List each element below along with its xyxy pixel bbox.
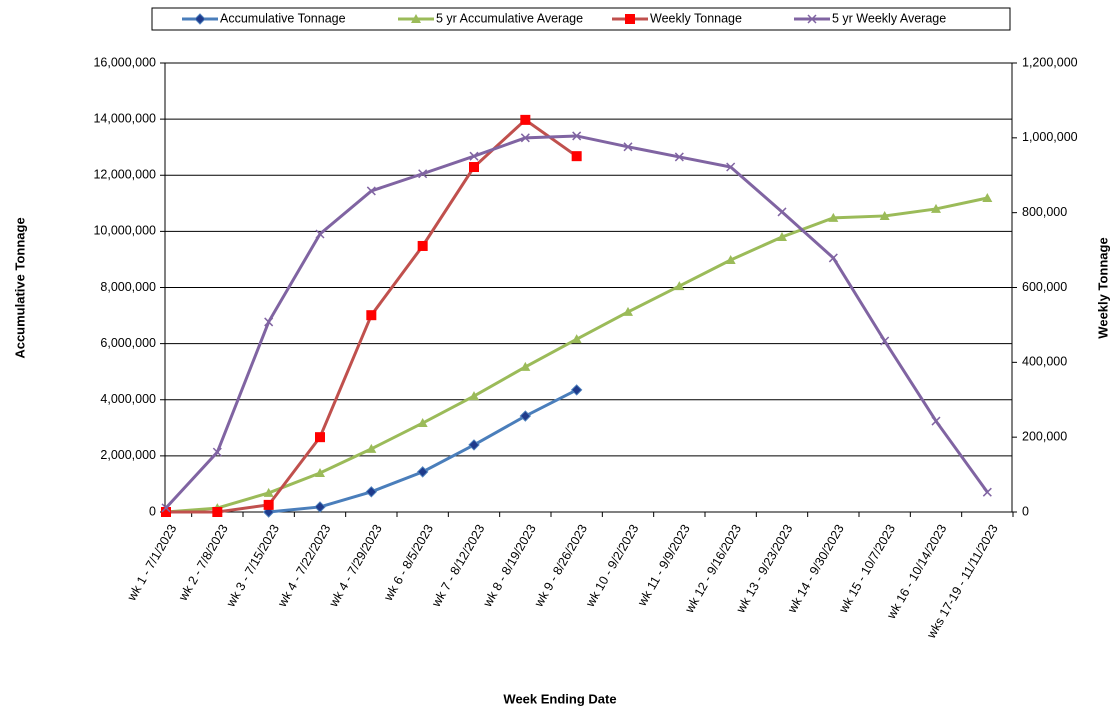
y-tick-label: 6,000,000 bbox=[100, 336, 156, 350]
y2-tick-label: 400,000 bbox=[1022, 355, 1067, 369]
marker bbox=[931, 203, 941, 213]
legend-label: 5 yr Accumulative Average bbox=[436, 11, 583, 25]
y-tick-label: 0 bbox=[149, 504, 156, 518]
marker bbox=[623, 306, 633, 316]
x-tick-label: wk 3 - 7/15/2023 bbox=[223, 522, 282, 610]
marker bbox=[315, 467, 325, 477]
y2-tick-label: 200,000 bbox=[1022, 429, 1067, 443]
x-axis-title: Week Ending Date bbox=[503, 691, 616, 706]
marker bbox=[366, 310, 377, 321]
marker bbox=[468, 439, 480, 451]
marker bbox=[520, 114, 531, 125]
x-tick-label: wk 14 - 9/30/2023 bbox=[784, 522, 846, 616]
marker bbox=[982, 192, 993, 202]
marker bbox=[674, 152, 684, 162]
y2-tick-label: 600,000 bbox=[1022, 280, 1067, 294]
marker bbox=[366, 443, 377, 453]
x-tick-label: wk 12 - 9/16/2023 bbox=[682, 522, 744, 616]
x-tick-label: wk 2 - 7/8/2023 bbox=[175, 522, 230, 604]
x-tick-label: wk 11 - 9/9/2023 bbox=[634, 522, 692, 609]
marker bbox=[982, 487, 992, 497]
x-tick-label: wk 10 - 9/2/2023 bbox=[583, 522, 642, 610]
marker bbox=[469, 162, 479, 173]
marker bbox=[674, 281, 685, 291]
marker bbox=[263, 487, 274, 497]
x-tick-label: wk 1 - 7/1/2023 bbox=[124, 522, 179, 604]
marker bbox=[570, 384, 583, 396]
marker bbox=[519, 410, 532, 422]
marker bbox=[828, 253, 838, 263]
legend-label: 5 yr Weekly Average bbox=[832, 11, 946, 25]
marker bbox=[572, 131, 582, 141]
y-tick-label: 2,000,000 bbox=[100, 448, 156, 462]
marker bbox=[520, 133, 530, 143]
marker bbox=[571, 151, 582, 162]
marker bbox=[315, 432, 325, 443]
marker bbox=[469, 391, 479, 401]
marker bbox=[625, 14, 635, 24]
marker bbox=[828, 212, 839, 222]
y2-tick-label: 1,000,000 bbox=[1022, 130, 1078, 144]
series-line bbox=[165, 196, 988, 514]
marker bbox=[777, 207, 787, 217]
series-line bbox=[164, 134, 989, 509]
marker bbox=[161, 503, 171, 513]
marker bbox=[411, 14, 421, 23]
marker bbox=[366, 186, 376, 196]
legend-label: Weekly Tonnage bbox=[650, 11, 742, 25]
marker bbox=[880, 336, 890, 346]
marker bbox=[417, 418, 428, 428]
x-tick-label: wk 9 - 8/26/2023 bbox=[531, 522, 590, 610]
y-tick-label: 8,000,000 bbox=[100, 280, 156, 294]
y-axis-title: Accumulative Tonnage bbox=[12, 217, 27, 358]
marker bbox=[931, 416, 941, 426]
y2-tick-label: 1,200,000 bbox=[1022, 55, 1078, 69]
y-tick-label: 12,000,000 bbox=[93, 168, 156, 182]
marker bbox=[571, 334, 582, 344]
marker bbox=[726, 162, 736, 172]
marker bbox=[879, 210, 890, 220]
legend-label: Accumulative Tonnage bbox=[220, 11, 346, 25]
y-tick-label: 14,000,000 bbox=[93, 111, 156, 125]
marker bbox=[416, 466, 429, 478]
y2-tick-label: 0 bbox=[1022, 504, 1029, 518]
x-tick-label: wk 15 - 10/7/2023 bbox=[836, 522, 898, 616]
marker bbox=[161, 507, 171, 517]
legend-box bbox=[151, 7, 1011, 31]
marker bbox=[469, 151, 479, 161]
x-tick-label: wk 8 - 8/19/2023 bbox=[480, 522, 539, 610]
marker bbox=[520, 361, 531, 371]
marker bbox=[314, 501, 326, 513]
x-tick-label: wk 4 - 7/29/2023 bbox=[326, 522, 385, 610]
marker bbox=[315, 229, 325, 239]
marker bbox=[212, 507, 223, 517]
y-tick-label: 16,000,000 bbox=[93, 55, 156, 69]
x-tick-label: wk 4 - 7/22/2023 bbox=[275, 522, 334, 610]
marker bbox=[264, 317, 274, 327]
marker bbox=[263, 499, 274, 510]
y2-axis-title: Weekly Tonnage bbox=[1095, 237, 1110, 338]
marker bbox=[777, 231, 787, 241]
y-tick-label: 4,000,000 bbox=[100, 392, 156, 406]
y-tick-label: 10,000,000 bbox=[93, 224, 156, 238]
x-tick-label: wk 6 - 8/5/2023 bbox=[381, 522, 436, 604]
marker bbox=[623, 142, 633, 152]
marker bbox=[417, 240, 428, 251]
marker bbox=[807, 14, 817, 24]
marker bbox=[194, 13, 206, 25]
y2-tick-label: 800,000 bbox=[1022, 205, 1067, 219]
marker bbox=[418, 169, 428, 179]
series-line bbox=[268, 388, 578, 514]
marker bbox=[212, 447, 222, 457]
marker bbox=[365, 486, 378, 498]
marker bbox=[725, 254, 736, 264]
x-tick-label: wk 13 - 9/23/2023 bbox=[733, 522, 795, 616]
x-tick-label: wk 7 - 8/12/2023 bbox=[429, 522, 488, 610]
